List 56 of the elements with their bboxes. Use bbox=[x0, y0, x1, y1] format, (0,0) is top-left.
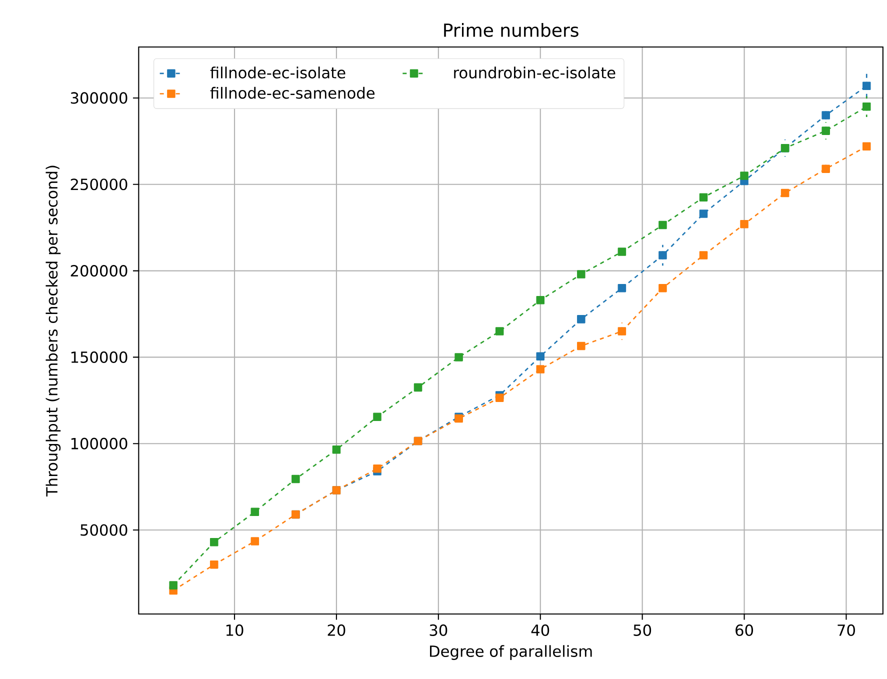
point bbox=[618, 284, 626, 292]
y-tick-label: 250000 bbox=[70, 178, 128, 190]
point bbox=[373, 464, 382, 473]
point bbox=[699, 251, 708, 260]
point bbox=[699, 210, 708, 218]
point bbox=[862, 102, 871, 111]
y-tick-label: 200000 bbox=[70, 265, 128, 277]
x-tick-label: 10 bbox=[226, 624, 244, 636]
point bbox=[292, 474, 300, 484]
point bbox=[495, 327, 504, 336]
y-tick-label: 100000 bbox=[71, 438, 128, 450]
point bbox=[699, 193, 708, 202]
point bbox=[658, 220, 667, 230]
x-tick-label: 20 bbox=[328, 624, 346, 636]
legend-label: fillnode-ec-samenode bbox=[210, 86, 375, 99]
y-tick-label: 50000 bbox=[80, 524, 128, 536]
point bbox=[210, 538, 218, 546]
point bbox=[536, 296, 545, 304]
legend-label: fillnode-ec-isolate bbox=[210, 66, 346, 78]
point bbox=[658, 284, 667, 292]
y-axis-title: Throughput (numbers checked per second) bbox=[46, 166, 61, 497]
point bbox=[210, 560, 218, 569]
point bbox=[169, 581, 178, 590]
point bbox=[577, 315, 586, 324]
point bbox=[373, 412, 382, 421]
point bbox=[618, 327, 626, 336]
x-tick-label: 40 bbox=[531, 624, 550, 636]
point bbox=[740, 220, 748, 228]
point bbox=[822, 111, 830, 120]
x-tick-label: 30 bbox=[430, 624, 448, 636]
point bbox=[862, 142, 871, 151]
point bbox=[454, 353, 463, 362]
x-axis-title: Degree of parallelism bbox=[430, 645, 592, 660]
point bbox=[577, 270, 586, 278]
point bbox=[577, 342, 586, 350]
point bbox=[536, 352, 545, 360]
point bbox=[822, 164, 830, 173]
point bbox=[780, 188, 790, 198]
point bbox=[495, 394, 504, 402]
point bbox=[822, 126, 830, 135]
point bbox=[862, 82, 871, 90]
y-tick-label: 150000 bbox=[71, 351, 128, 363]
point bbox=[740, 172, 748, 180]
x-tick-label: 50 bbox=[634, 624, 652, 636]
x-tick-label: 60 bbox=[736, 624, 754, 636]
x-tick-label: 70 bbox=[838, 624, 855, 636]
point bbox=[332, 446, 341, 454]
point bbox=[250, 508, 260, 516]
point bbox=[250, 537, 260, 546]
chart-title: Prime numbers bbox=[444, 23, 578, 37]
point bbox=[414, 383, 422, 392]
point bbox=[658, 251, 667, 260]
point bbox=[536, 365, 545, 374]
point bbox=[618, 248, 626, 256]
y-tick-label: 300000 bbox=[70, 92, 128, 104]
legend-label: roundrobin-ec-isolate bbox=[454, 66, 616, 78]
